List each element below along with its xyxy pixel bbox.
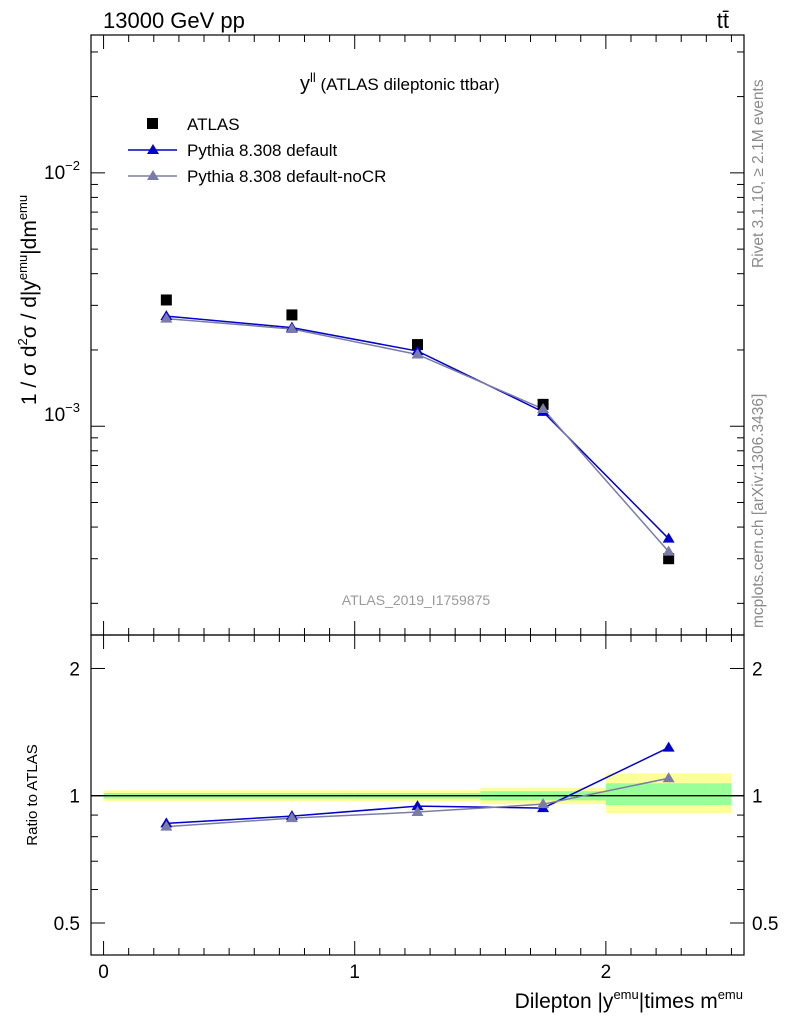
main-data-point xyxy=(412,339,423,351)
x-axis-label: Dilepton |yemu|times memu xyxy=(515,987,743,1013)
source-label: mcplots.cern.ch [arXiv:1306.3436] xyxy=(750,394,767,628)
analysis-watermark: ATLAS_2019_I1759875 xyxy=(342,592,491,608)
main-data-point xyxy=(663,553,675,565)
main-mc-point xyxy=(411,348,424,359)
ratio-y-axis-label: Ratio to ATLAS xyxy=(24,744,41,845)
xtick-label: 1 xyxy=(349,962,360,983)
process-label: tt̄ xyxy=(717,8,729,33)
energy-label: 13000 GeV pp xyxy=(103,8,245,33)
legend-marker-default xyxy=(147,144,159,154)
xtick-label: 0 xyxy=(98,962,109,983)
main-mc-point xyxy=(160,312,173,323)
ratio-axis-ticks xyxy=(91,635,744,955)
legend-marker-nocr xyxy=(147,170,159,180)
main-mc-point xyxy=(285,322,298,333)
ytick-label-1e-3: 10−3 xyxy=(44,400,80,426)
ratio-mc-point xyxy=(160,820,173,831)
ratio-series-markers xyxy=(160,741,675,831)
legend-label-atlas: ATLAS xyxy=(187,115,240,134)
legend-label-default: Pythia 8.308 default xyxy=(187,141,338,160)
ratio-mc-point xyxy=(285,812,298,823)
main-data-point xyxy=(286,309,298,321)
main-axis-ticks xyxy=(91,35,744,635)
ratio-mc-point xyxy=(662,772,675,783)
legend-marker-atlas xyxy=(147,118,158,129)
ratio-ytick-label-right: 0.5 xyxy=(752,914,778,935)
ratio-ytick-label-right: 1 xyxy=(752,787,763,808)
ratio-tick-labels: 0.5 0.5 1 1 2 2 0 1 2 xyxy=(54,659,779,983)
ratio-plot-frame xyxy=(90,634,745,956)
ratio-mc-point xyxy=(662,741,675,752)
ratio-ytick-label-right: 2 xyxy=(752,659,763,680)
ratio-band-green xyxy=(605,783,732,806)
legend-label-nocr: Pythia 8.308 default-noCR xyxy=(187,167,386,186)
ratio-mc-point xyxy=(411,800,424,811)
main-mc-point xyxy=(662,532,675,543)
main-mc-point xyxy=(537,402,550,413)
main-mc-point xyxy=(662,545,675,556)
main-y-axis-label: 1 / σ d2σ / d|yemu|dmemu xyxy=(15,195,41,405)
ratio-ytick-label: 1 xyxy=(69,787,80,808)
ratio-ytick-label: 2 xyxy=(69,659,80,680)
ratio-mc-point xyxy=(411,806,424,817)
ratio-mc-point xyxy=(537,798,550,809)
main-plot-panel: yll (ATLAS dileptonic ttbar) 10−2 10−3 1… xyxy=(15,34,745,636)
plot-title-main: yll (ATLAS dileptonic ttbar) xyxy=(300,70,500,95)
main-data-point xyxy=(160,294,172,306)
ratio-ytick-label: 0.5 xyxy=(54,914,80,935)
xtick-label: 2 xyxy=(601,962,612,983)
rivet-label: Rivet 3.1.10, ≥ 2.1M events xyxy=(750,79,767,268)
ratio-plot-panel: 0.5 0.5 1 1 2 2 0 1 2 Ratio to ATLAS Dilepton |y… xyxy=(24,634,779,1013)
ytick-label-1e-2: 10−2 xyxy=(44,158,80,184)
main-series-markers xyxy=(160,294,675,565)
legend: ATLAS Pythia 8.308 default Pythia 8.308 … xyxy=(128,115,386,186)
